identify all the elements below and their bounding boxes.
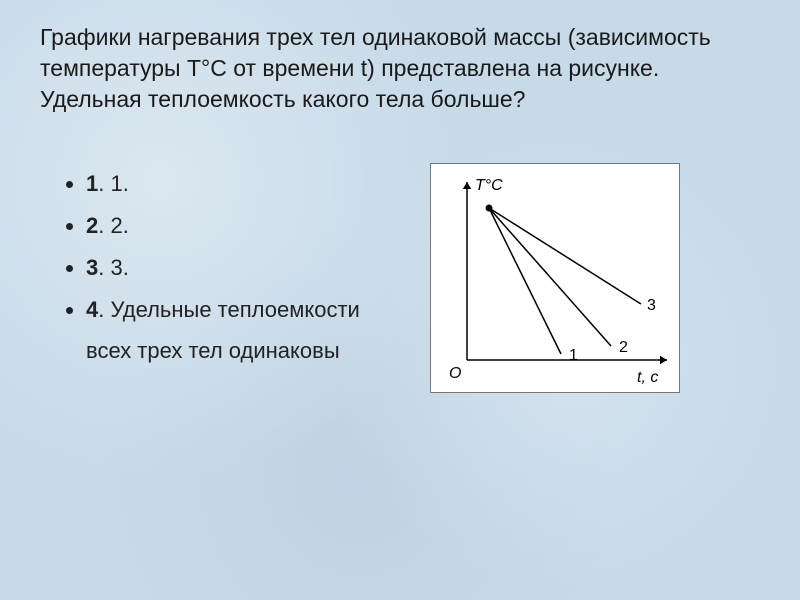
slide: Графики нагревания трех тел одинаковой м… — [0, 0, 800, 600]
chart-container: 1 2 3 T°C t, с O — [430, 163, 680, 393]
question-text: Графики нагревания трех тел одинаковой м… — [40, 22, 760, 115]
option-num: 1 — [86, 171, 98, 196]
content-row: 1. 1. 2. 2. 3. 3. 4. Удельные теплоемкос… — [40, 163, 760, 393]
option-text: . 3. — [98, 255, 129, 280]
chart-svg: 1 2 3 T°C t, с O — [431, 164, 681, 394]
option-1: 1. 1. — [86, 163, 400, 205]
svg-text:T°C: T°C — [475, 177, 503, 194]
option-text: . 2. — [98, 213, 129, 238]
option-2: 2. 2. — [86, 205, 400, 247]
option-4: 4. Удельные теплоемкости всех трех тел о… — [86, 289, 400, 373]
option-num: 2 — [86, 213, 98, 238]
option-3: 3. 3. — [86, 247, 400, 289]
svg-text:O: O — [449, 365, 461, 382]
option-num: 4 — [86, 297, 98, 322]
svg-text:1: 1 — [569, 347, 578, 364]
answer-options: 1. 1. 2. 2. 3. 3. 4. Удельные теплоемкос… — [40, 163, 400, 372]
option-text: . 1. — [98, 171, 129, 196]
options-list: 1. 1. 2. 2. 3. 3. 4. Удельные теплоемкос… — [66, 163, 400, 372]
svg-text:2: 2 — [619, 339, 628, 356]
option-num: 3 — [86, 255, 98, 280]
svg-text:t, с: t, с — [637, 369, 658, 386]
option-text: . Удельные теплоемкости всех трех тел од… — [86, 297, 360, 364]
svg-text:3: 3 — [647, 297, 656, 314]
